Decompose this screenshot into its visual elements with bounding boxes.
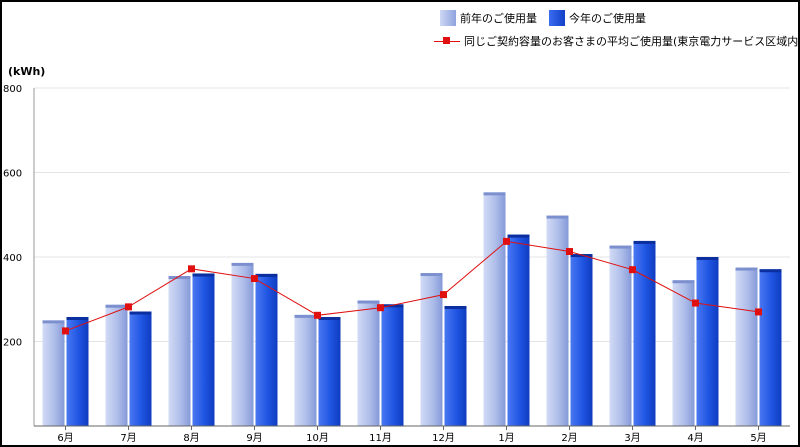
bar-current-year-cap (696, 257, 719, 260)
bar-prev-year-cap (672, 280, 695, 284)
average-usage-point (188, 265, 195, 273)
bar-prev-year (168, 276, 191, 426)
legend-curr-label: 今年のご使用量 (569, 12, 646, 25)
bar-current-year (633, 240, 656, 426)
bar-prev-year (483, 192, 506, 426)
bar-current-year (759, 269, 782, 426)
bar-prev-year-cap (546, 215, 569, 219)
legend-avg-marker (434, 36, 460, 46)
average-usage-point (692, 299, 699, 307)
x-tick-label: 6月 (57, 432, 73, 444)
x-tick-label: 4月 (687, 432, 703, 444)
y-axis-unit-label: (kWh) (8, 65, 46, 78)
bar-current-year-cap (66, 316, 89, 320)
bar-prev-year-cap (735, 267, 758, 271)
bar-current-year-cap (318, 316, 341, 320)
bar-prev-year (609, 245, 632, 426)
x-tick-label: 7月 (120, 432, 136, 444)
bar-current-year-cap (192, 273, 215, 277)
bar-prev-year-cap (231, 262, 254, 266)
y-tick-label: 600 (3, 169, 22, 180)
bar-current-year (129, 311, 152, 426)
average-usage-point (62, 327, 69, 335)
bar-prev-year-cap (609, 245, 632, 249)
average-usage-point (755, 308, 762, 316)
bar-prev-year-cap (42, 320, 65, 324)
average-usage-point (251, 275, 258, 283)
bar-current-year-cap (381, 304, 404, 308)
legend-curr-swatch (549, 10, 565, 26)
bar-current-year-cap (129, 311, 152, 315)
bar-current-year-cap (255, 273, 278, 277)
y-tick-label: 200 (3, 338, 22, 349)
bar-current-year-cap (759, 269, 782, 273)
bar-prev-year (42, 320, 65, 426)
y-tick-label: 400 (3, 253, 22, 264)
bar-current-year-cap (633, 240, 656, 244)
bar-current-year (696, 257, 719, 426)
bar-current-year (507, 234, 530, 426)
x-tick-label: 2月 (561, 432, 577, 444)
legend-bars: 前年のご使用量 今年のご使用量 (440, 10, 646, 26)
bar-current-year-cap (570, 254, 593, 258)
bar-prev-year-cap (105, 304, 128, 308)
bar-prev-year (231, 262, 254, 426)
bar-prev-year-cap (168, 276, 191, 280)
x-tick-label: 12月 (432, 432, 455, 444)
x-tick-label: 3月 (624, 432, 640, 444)
bar-current-year (192, 273, 215, 426)
average-usage-point (503, 237, 510, 245)
legend-line: 同じご契約容量のお客さまの平均ご使用量(東京電力サービス区域内) (434, 33, 800, 49)
average-usage-point (125, 303, 132, 311)
x-tick-label: 11月 (369, 432, 392, 444)
x-tick-label: 1月 (498, 432, 514, 444)
average-usage-point (566, 248, 573, 256)
bar-prev-year-cap (420, 273, 443, 277)
bar-prev-year-cap (294, 314, 317, 318)
average-usage-line (65, 240, 759, 332)
bar-prev-year (735, 267, 758, 426)
average-usage-point (377, 304, 384, 312)
x-tick-label: 9月 (246, 432, 262, 444)
bar-prev-year-cap (483, 192, 506, 196)
x-tick-label: 5月 (750, 432, 766, 444)
legend-prev-swatch (440, 10, 456, 26)
bar-prev-year (546, 215, 569, 426)
bar-prev-year (420, 273, 443, 426)
average-usage-point (629, 266, 636, 274)
bar-current-year (570, 254, 593, 426)
y-tick-label: 800 (3, 84, 22, 95)
bar-current-year-cap (444, 306, 467, 310)
bar-current-year (444, 306, 467, 426)
bar-current-year (255, 273, 278, 426)
bar-current-year-cap (507, 234, 530, 238)
legend-avg-label: 同じご契約容量のお客さまの平均ご使用量(東京電力サービス区域内) (464, 35, 800, 48)
bar-prev-year (672, 280, 695, 426)
legend-prev-label: 前年のご使用量 (460, 12, 537, 25)
bar-prev-year (294, 314, 317, 426)
x-tick-label: 10月 (306, 432, 329, 444)
bar-prev-year-cap (357, 300, 380, 304)
bar-prev-year (105, 304, 128, 426)
average-usage-point (314, 311, 321, 319)
bar-current-year (66, 316, 89, 426)
bar-current-year (318, 316, 341, 426)
average-usage-point (440, 291, 447, 299)
x-tick-label: 8月 (183, 432, 199, 444)
bar-current-year (381, 304, 404, 426)
bar-prev-year (357, 300, 380, 426)
